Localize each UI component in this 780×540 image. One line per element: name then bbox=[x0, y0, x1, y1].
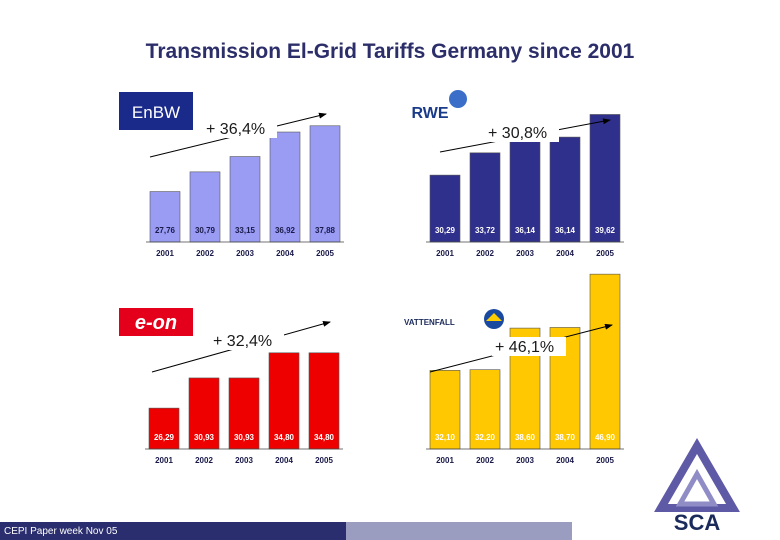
year-tick-label: 2004 bbox=[556, 456, 574, 465]
bar bbox=[269, 131, 301, 243]
rwe-logo: RWE bbox=[411, 90, 467, 122]
year-tick-label: 2004 bbox=[275, 456, 293, 465]
growth-label-backing bbox=[492, 337, 566, 356]
bar-value-label: 32,10 bbox=[435, 433, 456, 442]
bar-value-label: 33,72 bbox=[475, 226, 496, 235]
enbw-logo: EnBW bbox=[119, 92, 193, 130]
bar bbox=[429, 174, 461, 243]
bar bbox=[189, 171, 221, 243]
bar bbox=[469, 369, 501, 450]
year-tick-label: 2005 bbox=[596, 456, 614, 465]
eon-logo-text: e-on bbox=[135, 312, 177, 334]
bar bbox=[229, 156, 261, 243]
bar-value-label: 34,80 bbox=[274, 433, 295, 442]
year-tick-label: 2001 bbox=[436, 249, 454, 258]
year-tick-label: 2001 bbox=[436, 456, 454, 465]
year-tick-label: 2003 bbox=[516, 456, 534, 465]
bar-value-label: 26,29 bbox=[154, 433, 175, 442]
year-tick-label: 2002 bbox=[196, 249, 214, 258]
bar-value-label: 30,93 bbox=[194, 433, 215, 442]
sca-logo: SCA bbox=[654, 438, 740, 535]
eon-logo: e-on bbox=[119, 308, 193, 336]
bar bbox=[228, 377, 260, 450]
vattenfall-logo-text: VATTENFALL bbox=[404, 318, 455, 327]
growth-label: + 32,4% bbox=[213, 333, 272, 350]
bar-value-label: 46,90 bbox=[595, 433, 616, 442]
footer-text: CEPI Paper week Nov 05 bbox=[4, 526, 118, 537]
bar bbox=[148, 407, 180, 450]
year-tick-label: 2003 bbox=[236, 249, 254, 258]
year-tick-label: 2001 bbox=[156, 249, 174, 258]
bar-value-label: 38,70 bbox=[555, 433, 576, 442]
bar-value-label: 39,62 bbox=[595, 226, 616, 235]
sca-logo-text: SCA bbox=[674, 510, 721, 535]
enbw-logo-text: EnBW bbox=[132, 103, 180, 122]
bar-value-label: 30,93 bbox=[234, 433, 255, 442]
year-tick-label: 2002 bbox=[476, 249, 494, 258]
chart-panel-3: 32,10 2001 32,20 2002 38,60 2003 38,70 2004 46,9… bbox=[426, 273, 624, 465]
chart-panel-2: 26,29 2001 30,93 2002 30,93 2003 34,80 2004 34,8… bbox=[145, 321, 343, 465]
growth-label-backing bbox=[485, 123, 559, 142]
bar-value-label: 36,14 bbox=[515, 226, 536, 235]
chart-panel-1: 30,29 2001 33,72 2002 36,14 2003 36,14 2004 39,6… bbox=[426, 114, 624, 258]
growth-label: + 46,1% bbox=[495, 339, 554, 356]
year-tick-label: 2003 bbox=[235, 456, 253, 465]
bar-value-label: 27,76 bbox=[155, 226, 176, 235]
year-tick-label: 2005 bbox=[596, 249, 614, 258]
bar bbox=[549, 136, 581, 243]
year-tick-label: 2004 bbox=[276, 249, 294, 258]
bar-value-label: 37,88 bbox=[315, 226, 336, 235]
bar bbox=[589, 114, 621, 243]
year-tick-label: 2005 bbox=[316, 249, 334, 258]
bar-value-label: 32,20 bbox=[475, 433, 496, 442]
footer-bar-accent bbox=[346, 522, 572, 540]
year-tick-label: 2001 bbox=[155, 456, 173, 465]
bar bbox=[309, 125, 341, 243]
page-title: Transmission El-Grid Tariffs Germany sin… bbox=[145, 40, 635, 63]
bar bbox=[429, 370, 461, 450]
growth-label-backing bbox=[210, 331, 284, 350]
bar-value-label: 38,60 bbox=[515, 433, 536, 442]
year-tick-label: 2005 bbox=[315, 456, 333, 465]
vattenfall-logo: VATTENFALL bbox=[404, 309, 504, 329]
year-tick-label: 2002 bbox=[476, 456, 494, 465]
bar bbox=[188, 377, 220, 450]
growth-label: + 36,4% bbox=[206, 121, 265, 138]
year-tick-label: 2004 bbox=[556, 249, 574, 258]
year-tick-label: 2002 bbox=[195, 456, 213, 465]
year-tick-label: 2003 bbox=[516, 249, 534, 258]
bar-value-label: 30,79 bbox=[195, 226, 216, 235]
chart-panel-0: 27,76 2001 30,79 2002 33,15 2003 36,92 2004 37,8… bbox=[146, 112, 344, 258]
bar-value-label: 30,29 bbox=[435, 226, 456, 235]
bar bbox=[509, 136, 541, 243]
bar-value-label: 33,15 bbox=[235, 226, 256, 235]
bar bbox=[589, 273, 621, 450]
growth-label-backing bbox=[203, 119, 277, 138]
footer-bar bbox=[0, 522, 346, 540]
bar bbox=[308, 352, 340, 450]
bar-value-label: 36,92 bbox=[275, 226, 296, 235]
growth-label: + 30,8% bbox=[488, 125, 547, 142]
rwe-logo-text: RWE bbox=[411, 105, 448, 122]
bar-value-label: 34,80 bbox=[314, 433, 335, 442]
bar-value-label: 36,14 bbox=[555, 226, 576, 235]
